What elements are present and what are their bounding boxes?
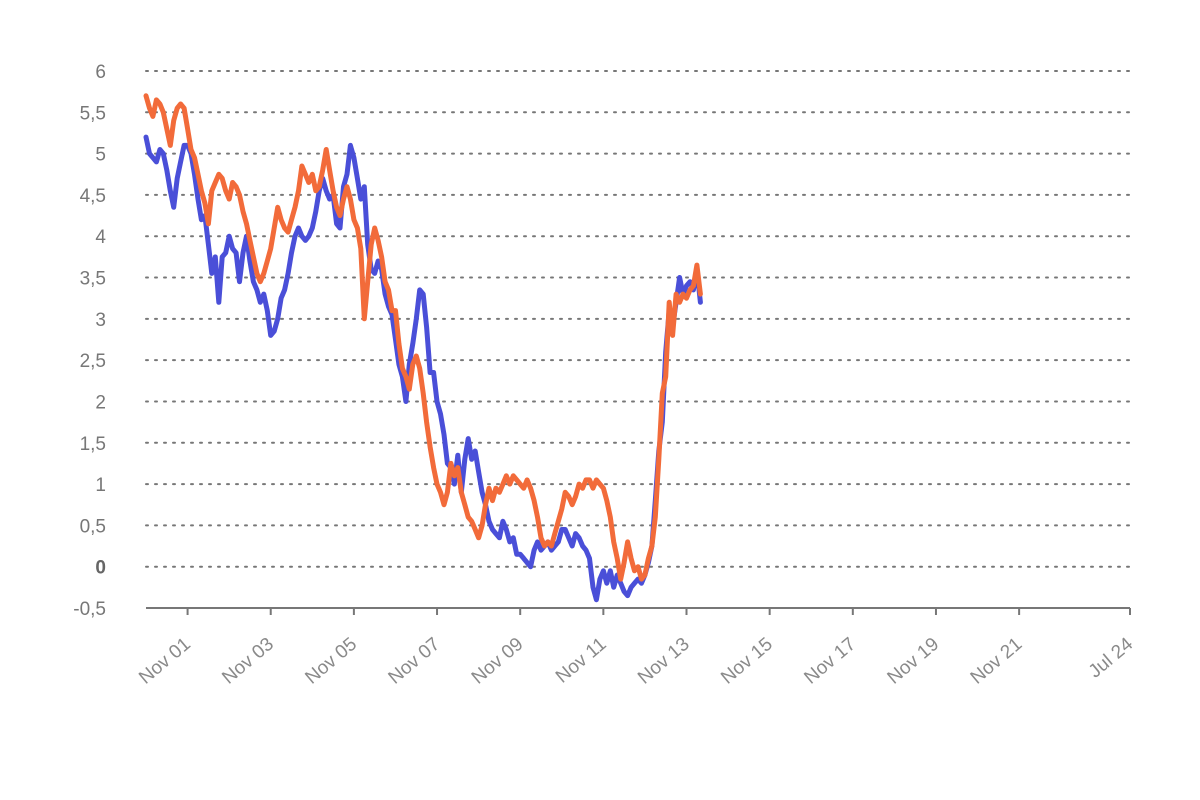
y-tick-label: 2,5 xyxy=(80,351,106,372)
y-tick-label: 1,5 xyxy=(80,434,106,455)
y-tick-label: 0 xyxy=(95,558,106,579)
x-tick-label: Nov 05 xyxy=(301,634,361,689)
x-tick-label: Nov 21 xyxy=(967,634,1027,689)
y-tick-label: 3 xyxy=(95,310,106,331)
y-tick-label: -0,5 xyxy=(73,599,106,620)
y-tick-label: 2 xyxy=(95,392,106,413)
x-tick-label: Nov 19 xyxy=(884,634,944,689)
y-tick-label: 4,5 xyxy=(80,186,106,207)
y-tick-label: 5,5 xyxy=(80,103,106,124)
x-tick-label: Nov 09 xyxy=(468,634,528,689)
y-tick-label: 1 xyxy=(95,475,106,496)
x-tick-label: Nov 13 xyxy=(634,634,694,689)
y-tick-label: 4 xyxy=(95,227,106,248)
y-tick-label: 5 xyxy=(95,145,106,166)
x-tick-label: Nov 03 xyxy=(218,634,278,689)
x-tick-label: Jul 24 xyxy=(1085,633,1138,682)
y-tick-label: 0,5 xyxy=(80,516,106,537)
y-axis-ticks: -0,5 0 0,5 1 1,5 2 2,5 3 3,5 4 4,5 5 5,5 6 xyxy=(73,62,106,620)
y-tick-label: 3,5 xyxy=(80,269,106,290)
x-axis-ticks: Nov 01 Nov 03 Nov 05 Nov 07 Nov 09 Nov 11 Nov … xyxy=(135,608,1138,689)
x-tick-label: Nov 15 xyxy=(717,634,777,689)
gridlines xyxy=(145,70,1131,568)
series-group xyxy=(143,93,703,603)
x-tick-label: Nov 17 xyxy=(800,634,860,689)
series-line-2 xyxy=(143,93,703,582)
series-line-1 xyxy=(143,134,703,603)
x-tick-label: Nov 07 xyxy=(385,634,445,689)
x-tick-label: Nov 01 xyxy=(135,634,195,689)
y-tick-label: 6 xyxy=(95,62,106,83)
x-tick-label: Nov 11 xyxy=(552,634,611,688)
